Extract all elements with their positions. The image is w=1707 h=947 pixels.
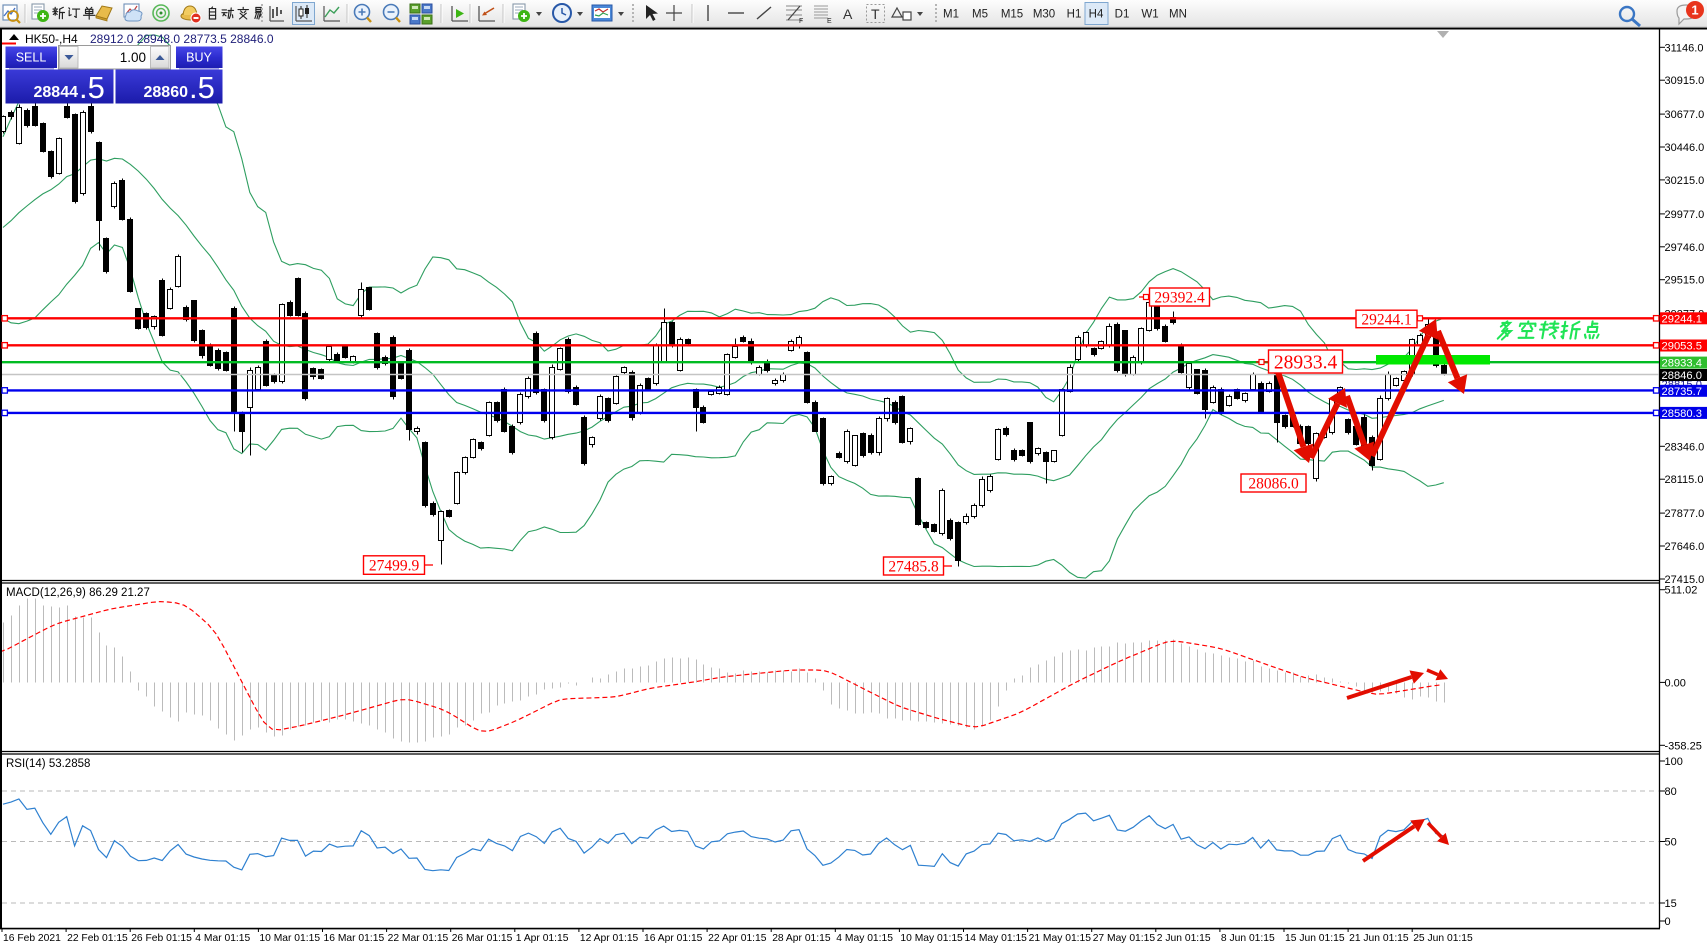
svg-text:4 May 01:15: 4 May 01:15: [836, 933, 893, 944]
svg-text:15 Jun 01:15: 15 Jun 01:15: [1285, 933, 1345, 944]
svg-text:21 Jun 01:15: 21 Jun 01:15: [1349, 933, 1409, 944]
svg-text:29053.5: 29053.5: [1662, 341, 1702, 353]
svg-text:30677.0: 30677.0: [1665, 109, 1705, 121]
svg-text:M15: M15: [1001, 9, 1023, 21]
svg-text:4 Mar 01:15: 4 Mar 01:15: [195, 933, 250, 944]
svg-text:M5: M5: [972, 9, 988, 21]
svg-text:0.00: 0.00: [1665, 677, 1686, 689]
svg-text:8 Jun 01:15: 8 Jun 01:15: [1221, 933, 1275, 944]
svg-text:31146.0: 31146.0: [1665, 42, 1704, 54]
svg-text:D1: D1: [1115, 9, 1130, 21]
svg-text:22 Feb 01:15: 22 Feb 01:15: [67, 933, 128, 944]
svg-text:27499.9: 27499.9: [369, 557, 420, 574]
svg-text:29746.0: 29746.0: [1665, 242, 1705, 254]
svg-text:W1: W1: [1141, 9, 1158, 21]
svg-text:30446.0: 30446.0: [1665, 142, 1705, 154]
svg-text:22 Mar 01:15: 22 Mar 01:15: [388, 933, 449, 944]
svg-text:29244.1: 29244.1: [1662, 313, 1702, 325]
svg-text:SELL: SELL: [16, 51, 47, 65]
svg-text:29392.4: 29392.4: [1154, 289, 1205, 306]
svg-text:MN: MN: [1169, 9, 1187, 21]
svg-text:M30: M30: [1033, 9, 1055, 21]
svg-text:28086.0: 28086.0: [1248, 475, 1299, 492]
svg-text:10 May 01:15: 10 May 01:15: [900, 933, 963, 944]
svg-text:15: 15: [1665, 898, 1677, 910]
svg-text:14 May 01:15: 14 May 01:15: [965, 933, 1028, 944]
svg-text:28846.0: 28846.0: [1662, 370, 1702, 382]
svg-text:10 Mar 01:15: 10 Mar 01:15: [259, 933, 320, 944]
svg-text:RSI(14) 53.2858: RSI(14) 53.2858: [6, 758, 90, 770]
svg-text:29977.0: 29977.0: [1665, 209, 1705, 221]
svg-text:A: A: [843, 6, 853, 22]
svg-text:30915.0: 30915.0: [1665, 75, 1705, 87]
svg-text:2 Jun 01:15: 2 Jun 01:15: [1157, 933, 1211, 944]
svg-text:30215.0: 30215.0: [1665, 175, 1705, 187]
svg-text:.5: .5: [189, 70, 215, 105]
svg-text:MACD(12,26,9) 86.29 21.27: MACD(12,26,9) 86.29 21.27: [6, 587, 150, 599]
svg-text:12 Apr 01:15: 12 Apr 01:15: [580, 933, 639, 944]
svg-text:1: 1: [1691, 3, 1698, 18]
svg-text:0: 0: [1665, 916, 1671, 928]
svg-text:27877.0: 27877.0: [1665, 508, 1705, 520]
svg-text:.5: .5: [79, 70, 105, 105]
svg-text:28844: 28844: [34, 84, 79, 101]
svg-text:HK50-,H4: HK50-,H4: [25, 32, 78, 46]
svg-text:28580.3: 28580.3: [1662, 408, 1702, 420]
svg-text:50: 50: [1665, 837, 1677, 849]
svg-text:16 Mar 01:15: 16 Mar 01:15: [324, 933, 385, 944]
svg-text:29244.1: 29244.1: [1361, 311, 1411, 328]
svg-text:27485.8: 27485.8: [888, 558, 939, 575]
svg-text:21 May 01:15: 21 May 01:15: [1029, 933, 1092, 944]
svg-text:28115.0: 28115.0: [1665, 474, 1704, 486]
svg-text:511.02: 511.02: [1665, 585, 1698, 597]
svg-text:E: E: [827, 18, 832, 25]
svg-text:28912.0 28948.0 28773.5 28846.: 28912.0 28948.0 28773.5 28846.0: [90, 32, 274, 46]
svg-text:16 Apr 01:15: 16 Apr 01:15: [644, 933, 703, 944]
svg-text:80: 80: [1665, 786, 1677, 798]
svg-text:28933.4: 28933.4: [1662, 358, 1702, 370]
svg-text:100: 100: [1665, 756, 1683, 768]
svg-text:27 May 01:15: 27 May 01:15: [1093, 933, 1156, 944]
svg-text:26 Mar 01:15: 26 Mar 01:15: [452, 933, 513, 944]
svg-text:28 Apr 01:15: 28 Apr 01:15: [772, 933, 831, 944]
svg-text:27646.0: 27646.0: [1665, 541, 1705, 553]
svg-text:28735.7: 28735.7: [1662, 386, 1702, 398]
svg-text:H4: H4: [1089, 9, 1104, 21]
svg-text:28860: 28860: [144, 84, 189, 101]
svg-text:25 Jun 01:15: 25 Jun 01:15: [1413, 933, 1473, 944]
svg-text:26 Feb 01:15: 26 Feb 01:15: [131, 933, 192, 944]
svg-text:22 Apr 01:15: 22 Apr 01:15: [708, 933, 767, 944]
svg-text:H1: H1: [1067, 9, 1082, 21]
svg-text:-358.25: -358.25: [1665, 740, 1702, 752]
svg-text:1 Apr 01:15: 1 Apr 01:15: [516, 933, 569, 944]
svg-text:BUY: BUY: [186, 51, 212, 65]
svg-text:27415.0: 27415.0: [1665, 574, 1705, 586]
svg-text:29515.0: 29515.0: [1665, 275, 1705, 287]
svg-text:F: F: [799, 18, 803, 25]
svg-text:1.00: 1.00: [120, 50, 146, 65]
svg-text:M1: M1: [943, 9, 959, 21]
svg-text:28346.0: 28346.0: [1665, 441, 1705, 453]
svg-text:16 Feb 2021: 16 Feb 2021: [3, 933, 61, 944]
svg-text:T: T: [871, 6, 880, 22]
svg-text:28933.4: 28933.4: [1274, 352, 1338, 373]
